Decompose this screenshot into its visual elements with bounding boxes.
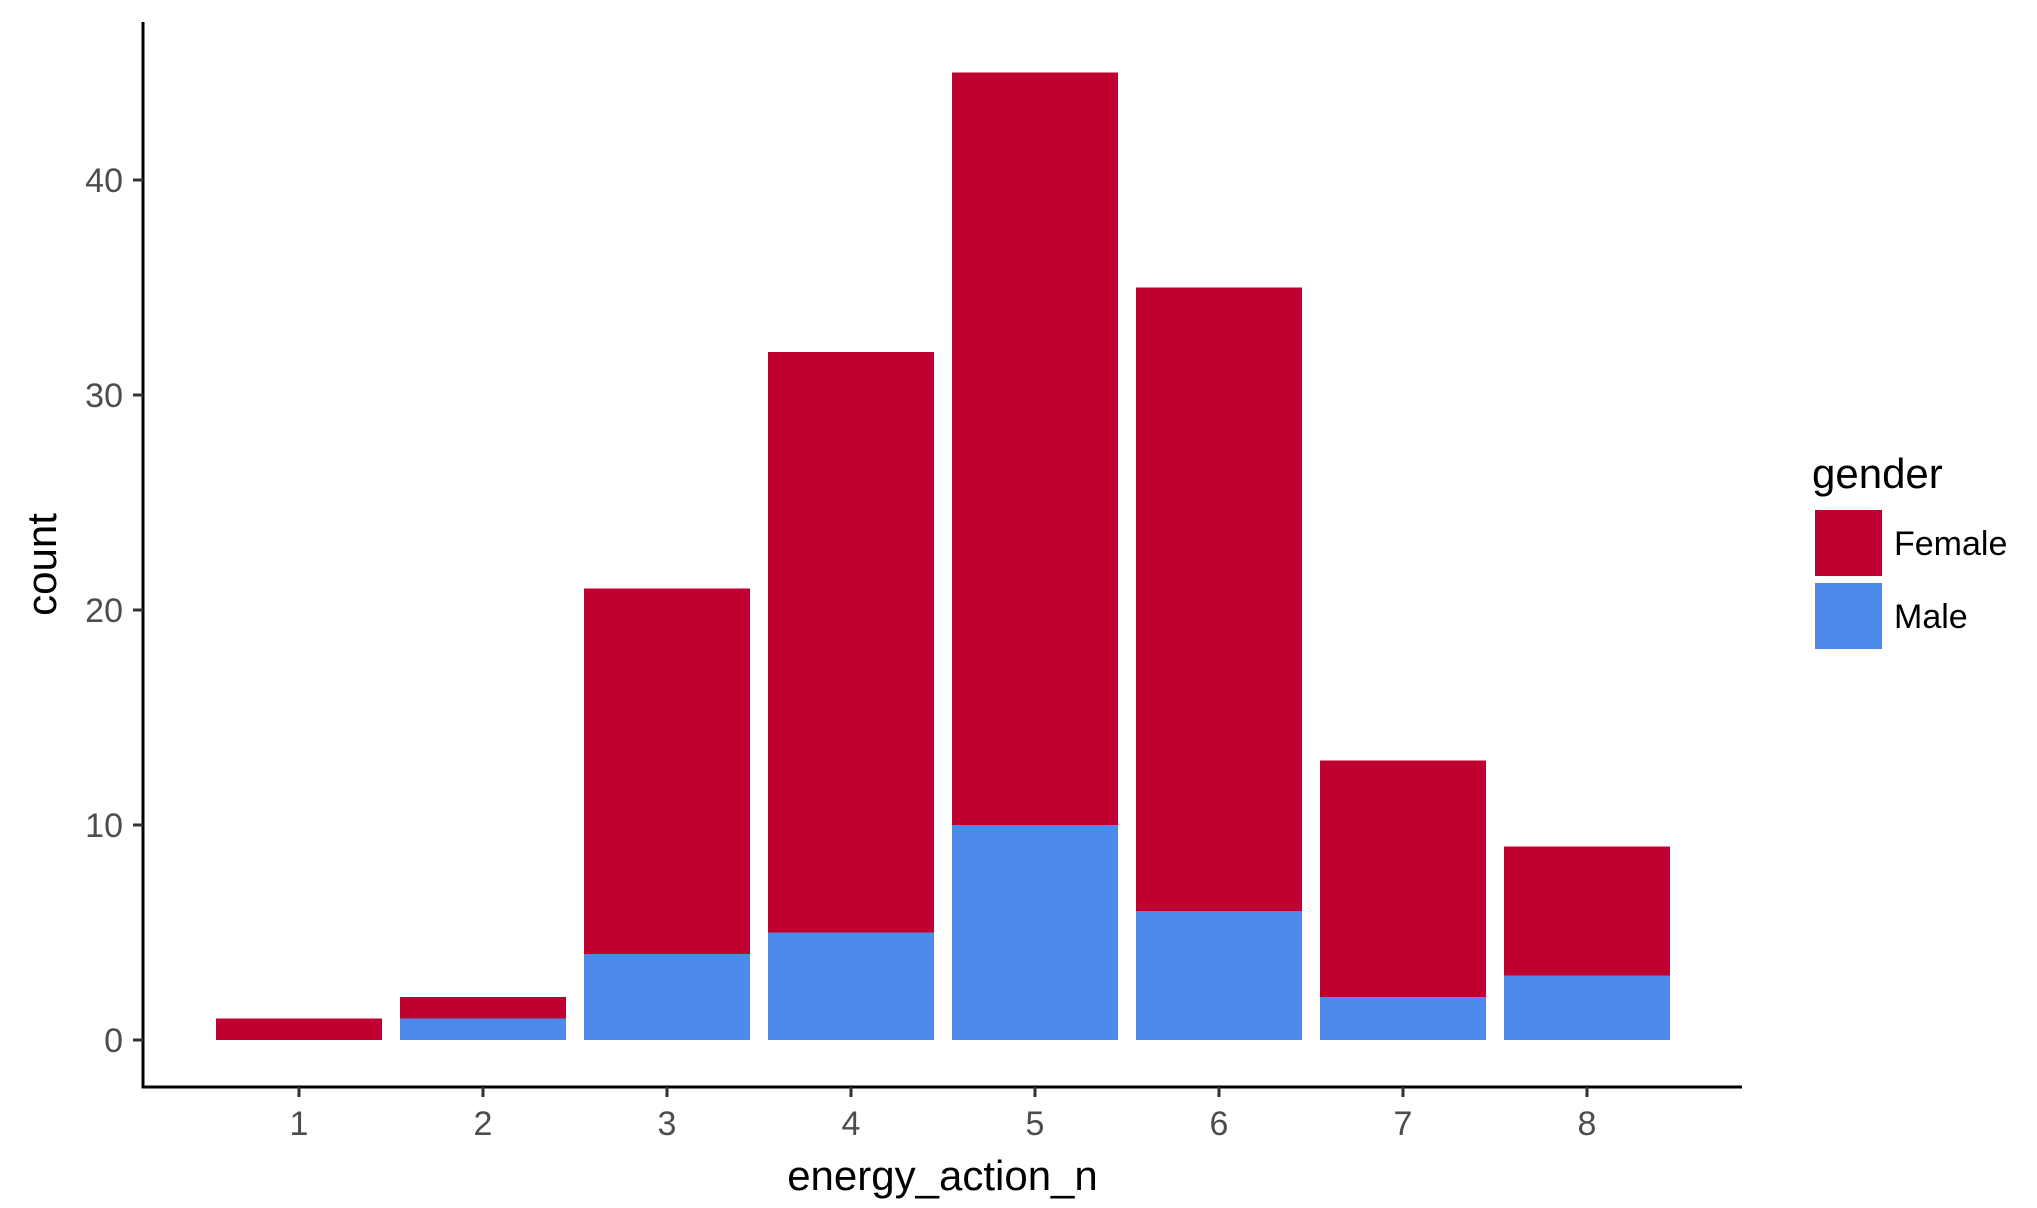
axes-layer: 0 10 20 30 40 1 2 3 4 5 6 7 8 — [85, 22, 1742, 1143]
bar-female-5 — [952, 72, 1118, 825]
bar-male-6 — [1136, 911, 1302, 1040]
y-tick-label-0: 0 — [104, 1022, 123, 1060]
bar-male-3 — [584, 954, 750, 1040]
y-tick-label-20: 20 — [85, 592, 123, 630]
x-tick-label-2: 2 — [474, 1105, 493, 1143]
bar-female-2 — [400, 997, 566, 1019]
x-tick-label-5: 5 — [1026, 1105, 1045, 1143]
y-tick-label-40: 40 — [85, 162, 123, 200]
bar-female-6 — [1136, 287, 1302, 911]
legend-label-male: Male — [1894, 598, 1968, 636]
bar-female-3 — [584, 588, 750, 954]
bar-male-5 — [952, 825, 1118, 1040]
legend-title: gender — [1812, 450, 1943, 497]
y-tick-label-30: 30 — [85, 377, 123, 415]
legend-key-female — [1815, 510, 1882, 576]
bars-layer — [216, 72, 1670, 1040]
bar-female-8 — [1504, 846, 1670, 976]
x-tick-label-6: 6 — [1210, 1105, 1229, 1143]
bar-male-8 — [1504, 975, 1670, 1040]
bar-female-7 — [1320, 760, 1486, 997]
x-tick-label-3: 3 — [658, 1105, 677, 1143]
bar-male-2 — [400, 1018, 566, 1040]
x-tick-label-7: 7 — [1394, 1105, 1413, 1143]
bar-female-4 — [768, 352, 934, 933]
legend: gender Female Male — [1812, 450, 2007, 649]
x-tick-label-8: 8 — [1578, 1105, 1597, 1143]
legend-key-male — [1815, 583, 1882, 649]
y-axis-title: count — [18, 513, 65, 616]
bar-male-4 — [768, 932, 934, 1040]
x-tick-label-4: 4 — [842, 1105, 861, 1143]
legend-label-female: Female — [1894, 525, 2007, 563]
bar-male-7 — [1320, 997, 1486, 1040]
bar-female-1 — [216, 1018, 382, 1040]
y-tick-label-10: 10 — [85, 807, 123, 845]
x-tick-label-1: 1 — [290, 1105, 309, 1143]
x-axis-title: energy_action_n — [787, 1152, 1098, 1199]
